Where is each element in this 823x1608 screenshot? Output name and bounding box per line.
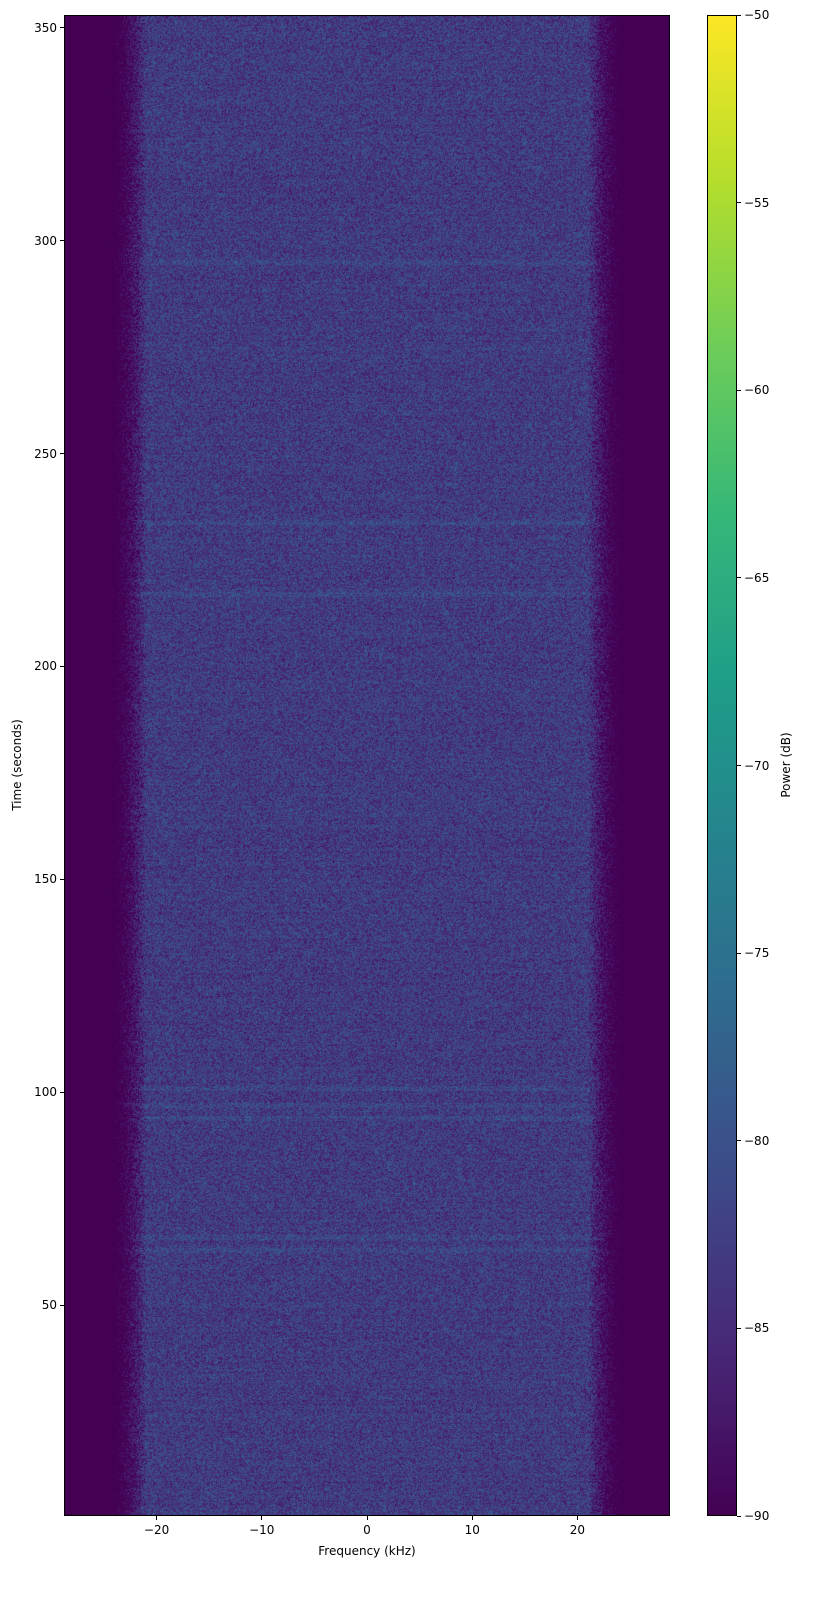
colorbar-tick-mark xyxy=(737,577,741,579)
plot-area xyxy=(64,15,670,1516)
colorbar-tick-label: −75 xyxy=(744,946,770,961)
spectrogram-image xyxy=(64,15,670,1516)
y-tick-mark xyxy=(60,1091,64,1093)
y-tick-label: 200 xyxy=(34,659,57,674)
y-tick-mark xyxy=(60,27,64,29)
colorbar-tick-mark xyxy=(737,1140,741,1142)
colorbar-tick-label: −90 xyxy=(744,1509,770,1523)
y-tick-label: 350 xyxy=(34,20,57,35)
y-tick-mark xyxy=(60,453,64,455)
x-tick-label: −20 xyxy=(143,1523,170,1537)
colorbar-tick-mark xyxy=(737,14,741,16)
colorbar-tick-label: −85 xyxy=(744,1321,770,1336)
colorbar-tick-mark xyxy=(737,765,741,766)
colorbar-tick-mark xyxy=(737,389,741,391)
x-tick-mark xyxy=(156,1516,158,1520)
colorbar-tick-label: −80 xyxy=(744,1133,770,1148)
y-tick-label: 250 xyxy=(34,446,57,461)
y-tick-label: 300 xyxy=(34,233,57,248)
y-tick-mark xyxy=(60,665,64,667)
colorbar-tick-label: −50 xyxy=(744,8,770,22)
x-tick-label: 10 xyxy=(464,1523,480,1537)
x-tick-mark xyxy=(576,1516,578,1520)
y-tick-mark xyxy=(60,1304,64,1306)
colorbar-gradient xyxy=(707,15,737,1516)
colorbar-frame xyxy=(707,15,737,1516)
y-tick-mark xyxy=(60,240,64,242)
y-axis-label: Time (seconds) xyxy=(10,719,24,811)
y-tick-label: 100 xyxy=(34,1085,57,1100)
colorbar-tick-label: −65 xyxy=(744,570,770,585)
x-axis-label: Frequency (kHz) xyxy=(318,1544,416,1558)
x-tick-mark xyxy=(366,1516,368,1520)
colorbar-tick-mark xyxy=(737,952,741,954)
colorbar-tick-mark xyxy=(737,1327,741,1329)
y-tick-label: 150 xyxy=(34,872,57,887)
colorbar-tick-mark xyxy=(737,1515,741,1517)
colorbar-tick-mark xyxy=(737,202,741,204)
x-tick-label: 20 xyxy=(569,1523,586,1537)
x-tick-label: 0 xyxy=(363,1523,371,1537)
y-tick-mark xyxy=(60,878,64,880)
colorbar-tick-label: −70 xyxy=(744,758,770,773)
x-tick-label: −10 xyxy=(249,1523,275,1537)
colorbar-tick-label: −60 xyxy=(744,383,770,398)
x-tick-mark xyxy=(471,1516,473,1520)
colorbar-tick-label: −55 xyxy=(744,195,770,210)
y-tick-label: 50 xyxy=(41,1298,57,1313)
colorbar-label: Power (dB) xyxy=(779,732,793,798)
x-tick-mark xyxy=(261,1516,263,1520)
